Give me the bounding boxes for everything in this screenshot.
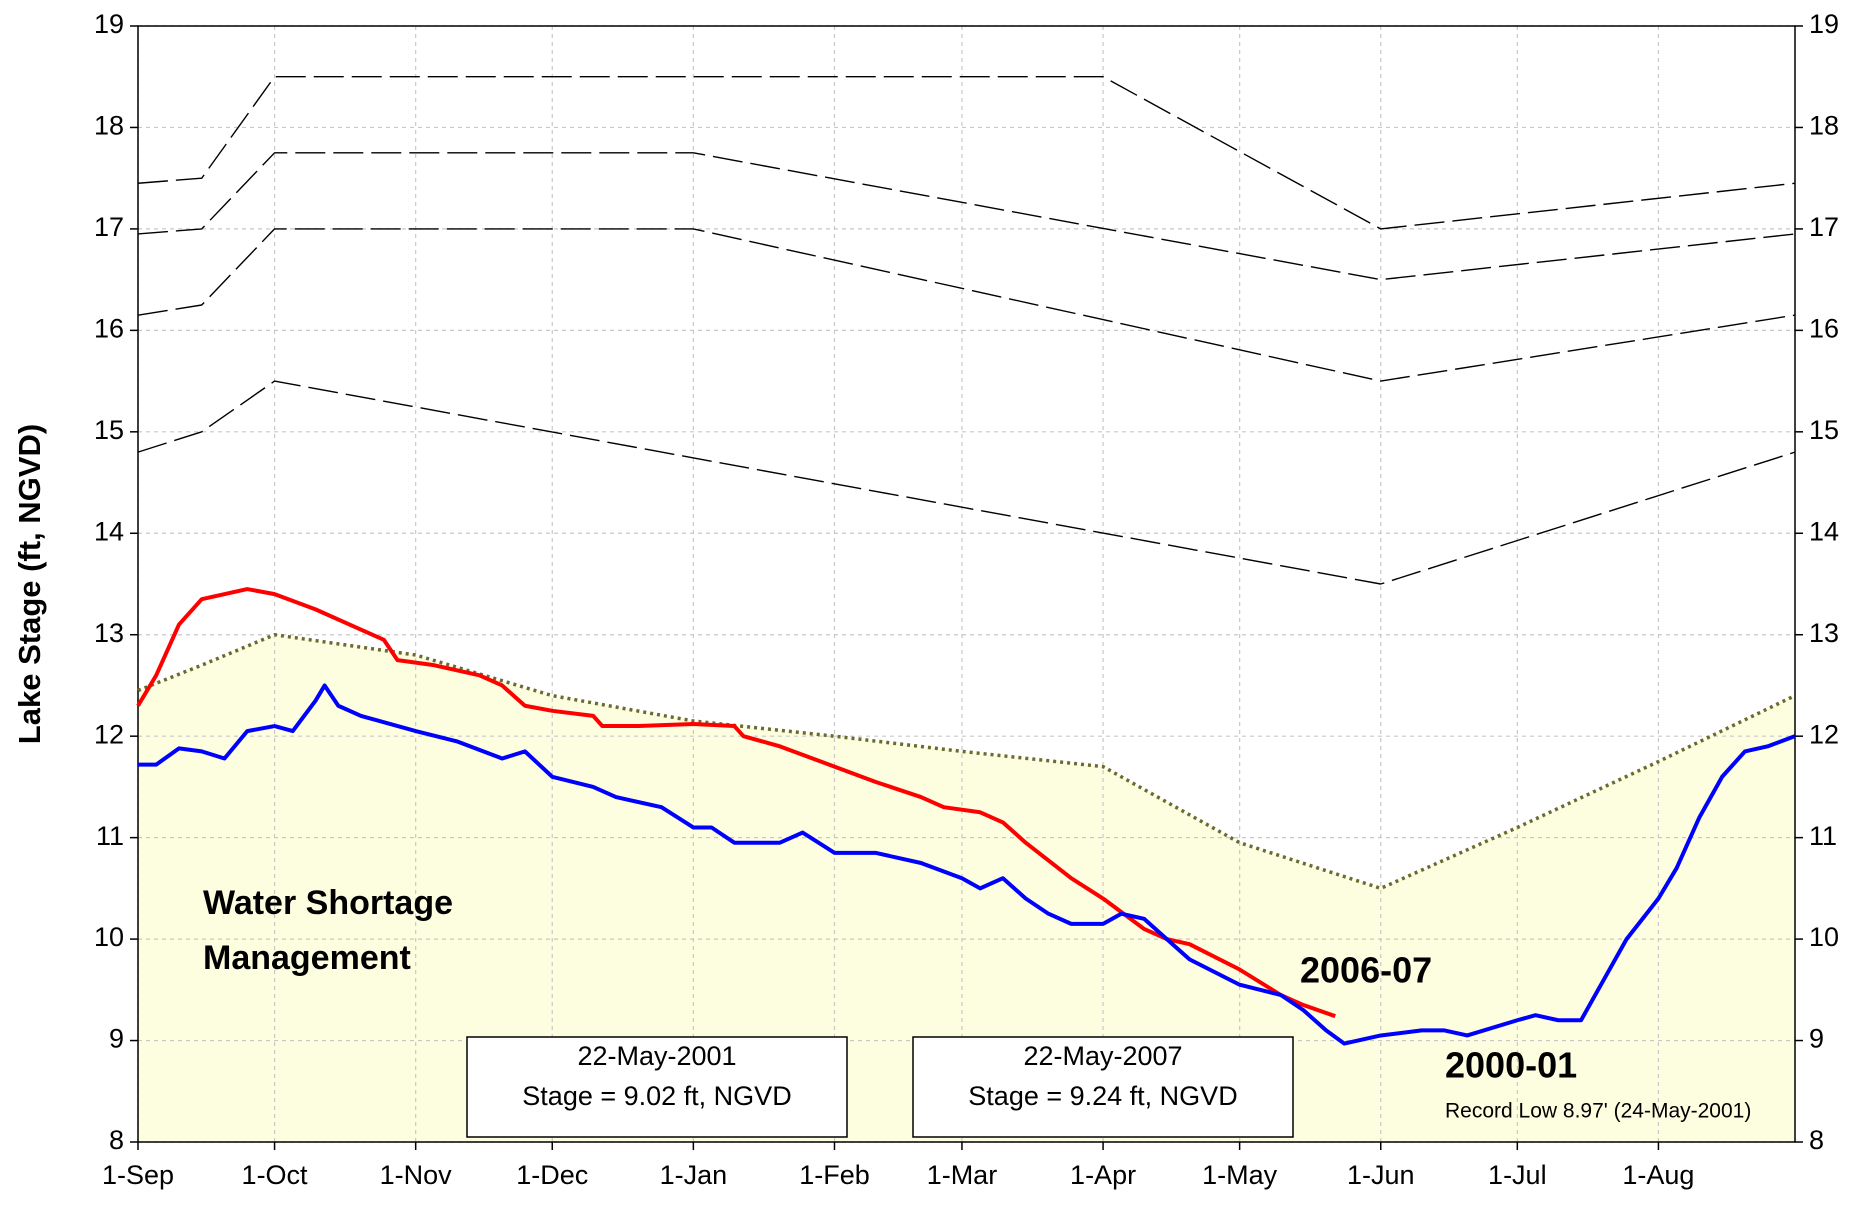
x-tick-label: 1-Aug	[1622, 1160, 1694, 1190]
y-tick-label: 17	[94, 212, 124, 242]
y2-tick-label: 14	[1809, 516, 1839, 546]
series-label: 2006-07	[1300, 950, 1432, 991]
series-label: 2000-01	[1445, 1045, 1577, 1086]
box	[912, 1036, 1294, 1138]
area	[138, 634, 1795, 1142]
box	[466, 1036, 848, 1138]
y2-tick-label: 9	[1809, 1024, 1824, 1054]
y2-tick-label: 11	[1809, 821, 1837, 851]
box-text: Stage = 9.24 ft, NGVD	[968, 1081, 1237, 1111]
box-text: 22-May-2007	[1023, 1041, 1182, 1071]
x-tick-label: 1-Feb	[799, 1160, 870, 1190]
x-tick-label: 1-Jun	[1347, 1160, 1415, 1190]
y-tick-label: 19	[94, 9, 124, 39]
y2-tick-label: 10	[1809, 922, 1839, 952]
y-tick-label: 18	[94, 111, 124, 141]
y-tick-label: 14	[94, 516, 124, 546]
y2-tick-label: 19	[1809, 9, 1839, 39]
y2-tick-label: 16	[1809, 313, 1839, 343]
box-text: 22-May-2001	[577, 1041, 736, 1071]
series-line	[137, 152, 1796, 281]
x-tick-label: 1-Oct	[242, 1160, 309, 1190]
y-tick-label: 8	[109, 1125, 124, 1155]
series-line	[138, 683, 1796, 1046]
series-line	[137, 228, 1796, 382]
x-tick-label: 1-Sep	[102, 1160, 174, 1190]
x-tick-label: 1-Dec	[516, 1160, 588, 1190]
annotation: Record Low 8.97' (24-May-2001)	[1445, 1100, 1751, 1123]
series-line	[137, 76, 1796, 230]
x-tick-label: 1-Apr	[1070, 1160, 1136, 1190]
y-tick-label: 16	[94, 313, 124, 343]
y-axis-label: Lake Stage (ft, NGVD)	[12, 424, 47, 744]
x-tick-label: 1-May	[1202, 1160, 1278, 1190]
annotation: Water Shortage Management	[203, 884, 453, 977]
x-tick-label: 1-Jan	[660, 1160, 728, 1190]
x-tick-label: 1-Mar	[927, 1160, 998, 1190]
plot-border	[137, 25, 1796, 1143]
y2-tick-label: 12	[1809, 719, 1839, 749]
annotation-line: Management	[203, 939, 411, 977]
y-tick-label: 13	[94, 618, 124, 648]
y2-tick-label: 13	[1809, 618, 1839, 648]
y2-tick-label: 17	[1809, 212, 1839, 242]
y-tick-label: 11	[96, 821, 124, 851]
series-line	[136, 587, 1336, 1019]
box-text: Stage = 9.02 ft, NGVD	[522, 1081, 791, 1111]
y-tick-label: 10	[94, 922, 124, 952]
y-tick-label: 9	[109, 1024, 124, 1054]
y2-tick-label: 8	[1809, 1125, 1824, 1155]
series-line	[137, 380, 1796, 585]
y2-tick-label: 18	[1809, 111, 1839, 141]
x-tick-label: 1-Nov	[380, 1160, 453, 1190]
y2-tick-label: 15	[1809, 415, 1839, 445]
y-tick-label: 15	[94, 415, 124, 445]
annotation-line: Water Shortage	[203, 884, 453, 922]
y-tick-label: 12	[94, 719, 124, 749]
x-tick-label: 1-Jul	[1488, 1160, 1547, 1190]
